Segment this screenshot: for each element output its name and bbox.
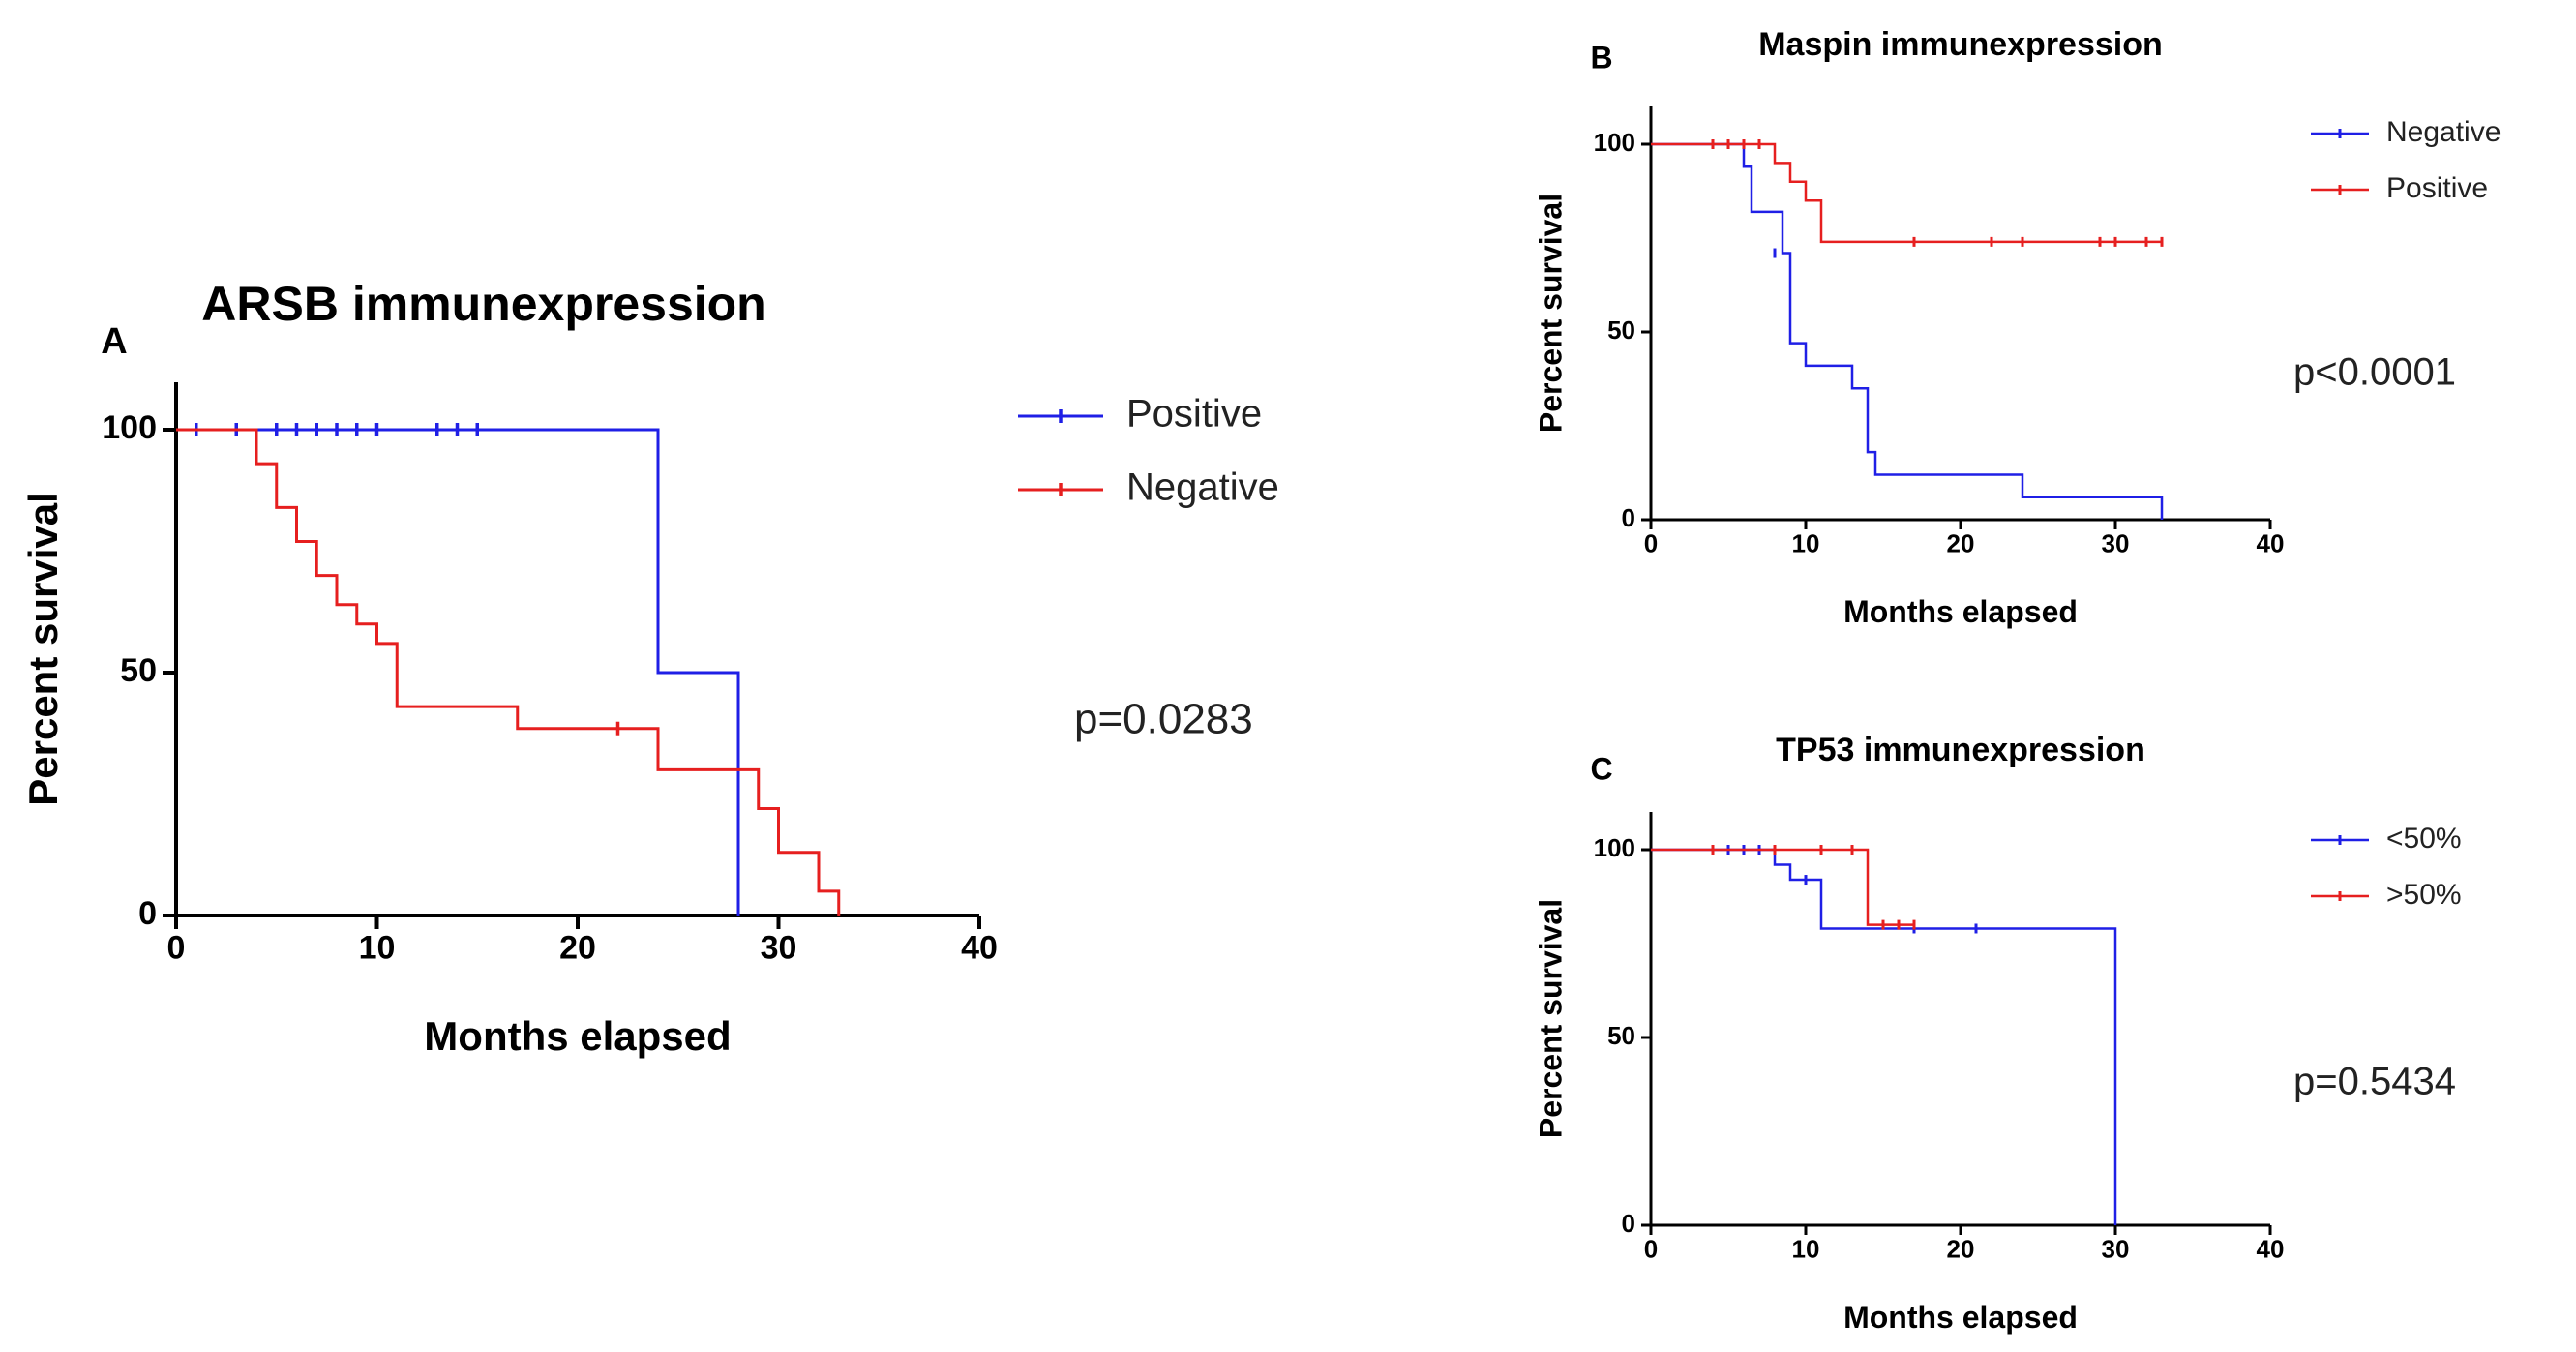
x-tick-label-b-4: 40 bbox=[2257, 528, 2285, 557]
panel-label-a: A bbox=[101, 321, 127, 362]
x-tick-label-c-0: 0 bbox=[1644, 1234, 1658, 1263]
legend-label-a-0: Positive bbox=[1126, 393, 1262, 436]
y-tick-label-b-0: 0 bbox=[1622, 503, 1635, 532]
x-tick-label-a-2: 20 bbox=[559, 930, 596, 967]
series-line-b-1 bbox=[1651, 142, 2162, 244]
legend-label-b-1: Positive bbox=[2386, 172, 2488, 204]
x-tick-label-b-3: 30 bbox=[2102, 528, 2130, 557]
x-tick-label-b-1: 10 bbox=[1792, 528, 1820, 557]
y-tick-label-a-0: 0 bbox=[138, 895, 157, 932]
series-line-c-1 bbox=[1651, 848, 1914, 926]
x-tick-label-a-1: 10 bbox=[359, 930, 396, 967]
panel-a: A ARSB immunexpression 0 10 20 30 40 0 50 100 Mont… bbox=[20, 277, 1279, 1059]
y-axis-label-c: Percent survival bbox=[1533, 899, 1568, 1138]
y-tick-label-c-0: 0 bbox=[1622, 1209, 1635, 1238]
x-tick-label-c-1: 10 bbox=[1792, 1234, 1820, 1263]
series-line-b-0 bbox=[1651, 142, 2164, 520]
series-line-a-1 bbox=[176, 428, 841, 916]
y-tick-label-b-2: 100 bbox=[1594, 128, 1635, 157]
panel-b: B Maspin immunexpression 0 10 20 30 40 0 50 100 Mo… bbox=[1533, 26, 2501, 629]
x-tick-label-c-4: 40 bbox=[2257, 1234, 2285, 1263]
legend-label-b-0: Negative bbox=[2386, 116, 2501, 148]
x-axis-label-b: Months elapsed bbox=[1843, 594, 2078, 629]
series-line-a-0 bbox=[176, 428, 740, 916]
panel-label-c: C bbox=[1590, 751, 1612, 786]
y-tick-label-b-1: 50 bbox=[1607, 315, 1635, 345]
legend-label-c-0: <50% bbox=[2386, 823, 2462, 855]
y-tick-label-a-1: 50 bbox=[120, 652, 157, 689]
series-line-c-0 bbox=[1651, 848, 2117, 1225]
x-tick-label-c-2: 20 bbox=[1947, 1234, 1975, 1263]
y-tick-label-c-2: 100 bbox=[1594, 833, 1635, 862]
y-axis-label-a: Percent survival bbox=[20, 492, 66, 806]
chart-title-a: ARSB immunexpression bbox=[201, 277, 765, 331]
x-tick-label-a-4: 40 bbox=[961, 930, 998, 967]
legend-label-a-1: Negative bbox=[1126, 466, 1279, 509]
p-value-a: p=0.0283 bbox=[1074, 696, 1253, 743]
p-value-b: p<0.0001 bbox=[2293, 351, 2456, 394]
x-tick-label-c-3: 30 bbox=[2102, 1234, 2130, 1263]
x-axis-label-c: Months elapsed bbox=[1843, 1300, 2078, 1335]
x-tick-label-a-0: 0 bbox=[167, 930, 186, 967]
y-tick-label-c-1: 50 bbox=[1607, 1021, 1635, 1050]
p-value-c: p=0.5434 bbox=[2293, 1061, 2456, 1103]
chart-title-b: Maspin immunexpression bbox=[1758, 26, 2163, 63]
legend-label-c-1: >50% bbox=[2386, 879, 2462, 911]
panel-label-b: B bbox=[1590, 40, 1612, 75]
x-tick-label-a-3: 30 bbox=[761, 930, 797, 967]
y-axis-label-b: Percent survival bbox=[1533, 194, 1568, 433]
panel-c: C TP53 immunexpression 0 10 20 30 40 0 50 100 Mont… bbox=[1533, 732, 2461, 1335]
x-axis-label-a: Months elapsed bbox=[424, 1013, 731, 1059]
x-tick-label-b-2: 20 bbox=[1947, 528, 1975, 557]
x-tick-label-b-0: 0 bbox=[1644, 528, 1658, 557]
y-tick-label-a-2: 100 bbox=[102, 409, 157, 446]
chart-title-c: TP53 immunexpression bbox=[1776, 732, 2145, 768]
